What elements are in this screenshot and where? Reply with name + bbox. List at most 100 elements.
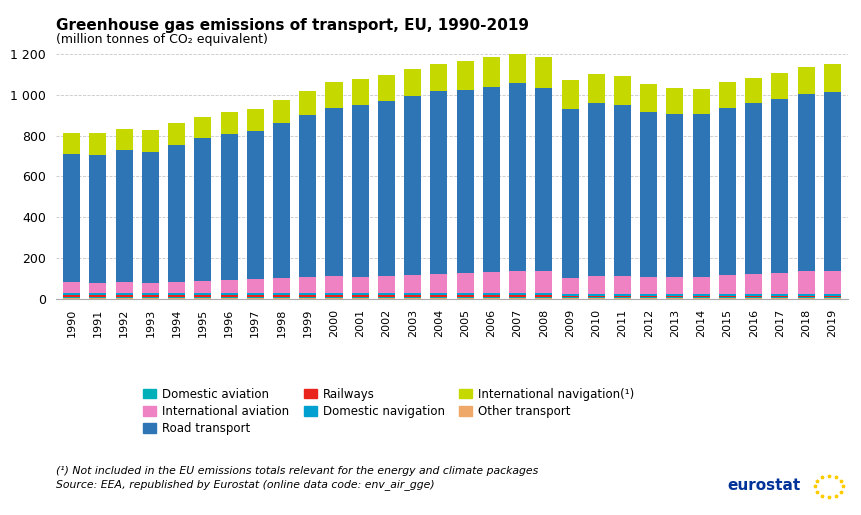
Bar [273, 297, 290, 298]
Bar [536, 271, 553, 293]
Bar [641, 294, 657, 296]
Bar [483, 272, 500, 293]
Bar [666, 277, 684, 294]
Bar [588, 103, 604, 276]
Bar [824, 294, 841, 296]
Bar [456, 296, 474, 297]
Bar [195, 281, 211, 293]
Bar [641, 296, 657, 297]
Bar [142, 129, 159, 151]
Bar [220, 133, 238, 280]
Bar [456, 273, 474, 293]
Bar [247, 296, 263, 297]
Bar [509, 297, 526, 298]
Bar [63, 282, 80, 293]
Bar [693, 294, 709, 296]
Bar [90, 298, 107, 299]
Bar [693, 296, 709, 297]
Bar [588, 298, 604, 299]
Bar [509, 298, 526, 299]
Bar [90, 155, 107, 283]
Bar [378, 75, 395, 101]
Bar [614, 294, 631, 296]
Bar [115, 293, 133, 296]
Bar [195, 139, 211, 281]
Bar [404, 293, 421, 296]
Bar [797, 294, 815, 296]
Bar [404, 297, 421, 298]
Bar [115, 298, 133, 299]
Bar [456, 61, 474, 90]
Bar [483, 57, 500, 88]
Bar [771, 273, 789, 294]
Bar [588, 297, 604, 298]
Legend: Domestic aviation, International aviation, Road transport, Railways, Domestic na: Domestic aviation, International aviatio… [139, 383, 639, 440]
Bar [430, 64, 448, 91]
Bar [247, 109, 263, 131]
Bar [300, 297, 316, 298]
Bar [115, 297, 133, 298]
Bar [561, 109, 579, 278]
Bar [483, 297, 500, 298]
Bar [325, 296, 343, 297]
Bar [693, 114, 709, 277]
Bar [351, 105, 369, 277]
Bar [273, 296, 290, 297]
Bar [220, 293, 238, 296]
Bar [614, 297, 631, 298]
Bar [561, 80, 579, 109]
Bar [168, 293, 185, 296]
Bar [63, 293, 80, 295]
Bar [351, 293, 369, 296]
Bar [404, 298, 421, 299]
Bar [641, 84, 657, 112]
Bar [666, 298, 684, 299]
Bar [641, 297, 657, 298]
Bar [168, 145, 185, 282]
Bar [771, 296, 789, 297]
Bar [641, 112, 657, 277]
Bar [509, 293, 526, 296]
Bar [797, 296, 815, 297]
Bar [351, 277, 369, 293]
Bar [220, 280, 238, 293]
Bar [404, 96, 421, 275]
Bar [483, 298, 500, 299]
Bar [142, 297, 159, 298]
Bar [483, 88, 500, 272]
Bar [641, 277, 657, 294]
Bar [509, 82, 526, 270]
Bar [325, 276, 343, 293]
Bar [797, 298, 815, 299]
Bar [588, 294, 604, 296]
Bar [325, 298, 343, 299]
Bar [115, 296, 133, 297]
Bar [247, 297, 263, 298]
Bar [300, 115, 316, 277]
Bar [195, 297, 211, 298]
Bar [430, 297, 448, 298]
Bar [745, 294, 762, 296]
Bar [561, 296, 579, 297]
Bar [142, 296, 159, 297]
Bar [719, 108, 736, 275]
Bar [430, 296, 448, 297]
Bar [247, 279, 263, 293]
Text: Source: EEA, republished by Eurostat (online data code: env_air_gge): Source: EEA, republished by Eurostat (on… [56, 479, 435, 490]
Bar [90, 297, 107, 298]
Bar [509, 296, 526, 297]
Bar [614, 298, 631, 299]
Bar [378, 293, 395, 296]
Bar [797, 94, 815, 271]
Bar [509, 49, 526, 82]
Bar [273, 124, 290, 278]
Bar [351, 297, 369, 298]
Bar [325, 297, 343, 298]
Bar [641, 298, 657, 299]
Bar [168, 297, 185, 298]
Bar [771, 99, 789, 273]
Bar [378, 296, 395, 297]
Bar [561, 294, 579, 296]
Bar [745, 78, 762, 103]
Bar [220, 112, 238, 133]
